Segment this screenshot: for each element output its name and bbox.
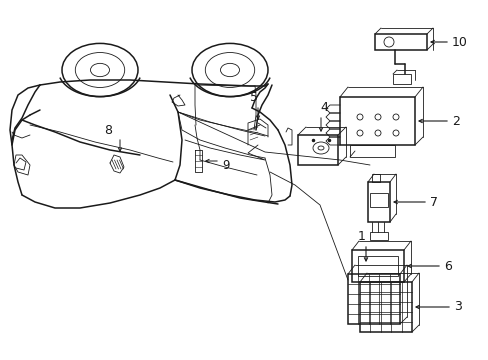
Text: 2: 2 — [451, 114, 459, 127]
Text: 10: 10 — [451, 36, 467, 49]
Bar — [369, 232, 387, 240]
Text: 4: 4 — [320, 100, 327, 113]
Bar — [351, 250, 403, 282]
Text: 3: 3 — [453, 301, 461, 314]
Bar — [349, 145, 394, 157]
Bar — [357, 256, 397, 276]
Text: 5: 5 — [249, 90, 258, 104]
Bar — [374, 34, 426, 50]
Bar — [297, 135, 337, 165]
Bar — [359, 282, 411, 332]
Bar — [347, 274, 399, 324]
Bar — [369, 193, 387, 207]
Text: 6: 6 — [443, 260, 451, 273]
Bar — [367, 182, 389, 222]
Bar — [371, 174, 379, 182]
Text: 1: 1 — [357, 230, 365, 243]
Text: 8: 8 — [104, 123, 112, 136]
Text: 7: 7 — [429, 195, 437, 208]
Bar — [339, 97, 414, 145]
Bar — [392, 74, 410, 84]
Text: 9: 9 — [222, 158, 229, 171]
